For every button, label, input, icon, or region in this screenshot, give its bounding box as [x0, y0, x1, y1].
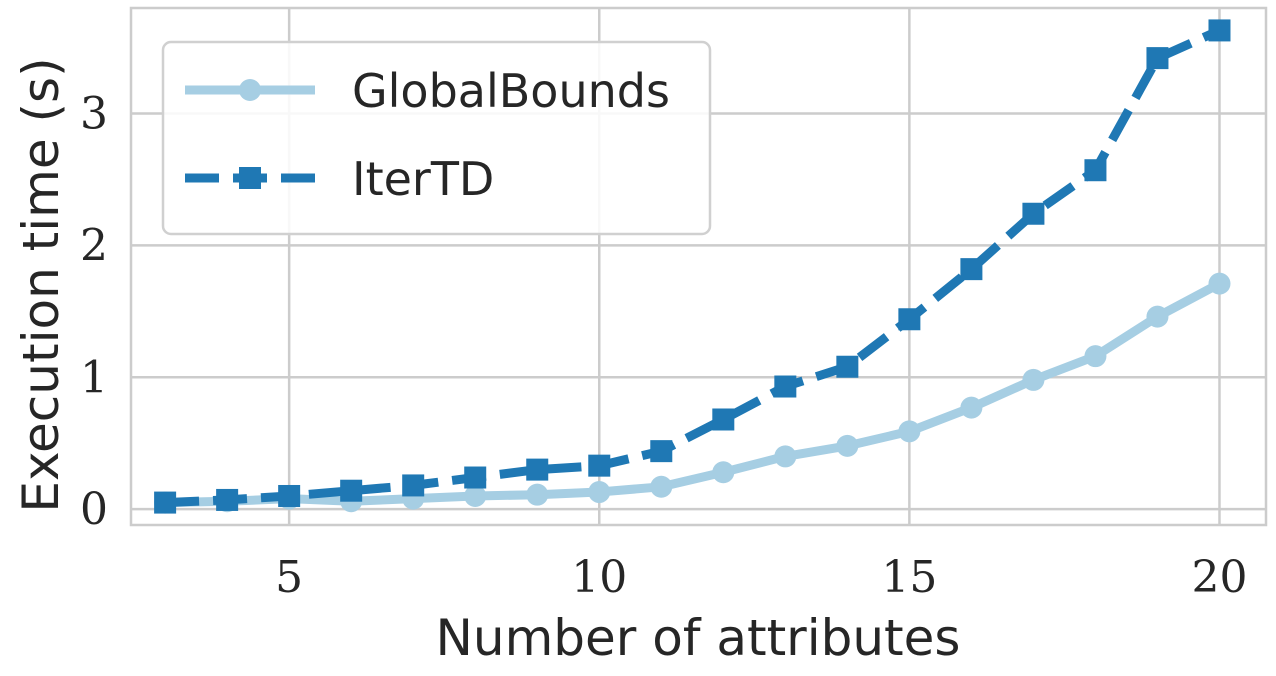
x-axis-title: Number of attributes — [436, 609, 961, 667]
data-point-globalbounds — [712, 461, 735, 484]
data-point-globalbounds — [960, 396, 983, 419]
data-point-itertd — [278, 484, 301, 507]
y-tick-label: 1 — [80, 352, 108, 403]
y-tick-label: 0 — [80, 484, 108, 535]
data-point-itertd — [712, 408, 735, 431]
legend-label-globalbounds: GlobalBounds — [352, 64, 670, 118]
data-point-globalbounds — [898, 420, 921, 443]
data-point-itertd — [154, 491, 177, 514]
data-point-itertd — [960, 258, 983, 281]
data-point-itertd — [1084, 159, 1107, 182]
data-point-itertd — [340, 479, 363, 502]
x-tick-label: 10 — [571, 552, 627, 603]
data-point-itertd — [216, 488, 239, 511]
data-point-globalbounds — [464, 484, 487, 507]
data-point-globalbounds — [1022, 368, 1045, 391]
legend-marker-itertd — [239, 167, 261, 189]
data-point-itertd — [464, 466, 487, 489]
x-tick-label: 5 — [275, 552, 303, 603]
data-point-globalbounds — [774, 445, 797, 468]
data-point-itertd — [1022, 202, 1045, 225]
x-tick-label: 15 — [881, 552, 937, 603]
data-point-globalbounds — [526, 483, 549, 506]
data-point-itertd — [526, 458, 549, 481]
y-axis-title: Execution time (s) — [12, 57, 70, 512]
y-tick-labels: 0 1 2 3 — [80, 89, 108, 536]
data-point-itertd — [588, 454, 611, 477]
x-tick-label: 20 — [1191, 552, 1247, 603]
data-point-itertd — [898, 308, 921, 331]
data-point-globalbounds — [588, 481, 611, 504]
plot-frame — [129, 6, 1268, 527]
data-point-globalbounds — [1208, 272, 1231, 295]
data-point-globalbounds — [1146, 305, 1169, 328]
data-point-globalbounds — [650, 475, 673, 498]
y-tick-label: 3 — [80, 89, 108, 140]
y-tick-label: 2 — [80, 220, 108, 271]
legend-label-itertd: IterTD — [352, 152, 494, 206]
series-itertd — [154, 19, 1231, 514]
legend-marker-globalbounds — [239, 79, 261, 101]
data-point-itertd — [774, 375, 797, 398]
data-point-itertd — [836, 355, 859, 378]
x-tick-labels: 5 10 15 20 — [275, 552, 1247, 603]
data-point-itertd — [402, 474, 425, 497]
data-point-globalbounds — [1084, 345, 1107, 368]
data-point-itertd — [650, 440, 673, 463]
series-layer — [154, 19, 1231, 514]
data-point-itertd — [1208, 19, 1231, 42]
legend: GlobalBounds IterTD — [161, 40, 712, 236]
data-point-globalbounds — [836, 434, 859, 457]
series-line-globalbounds — [160, 279, 1224, 508]
series-globalbounds — [154, 272, 1231, 514]
data-point-itertd — [1146, 47, 1169, 70]
